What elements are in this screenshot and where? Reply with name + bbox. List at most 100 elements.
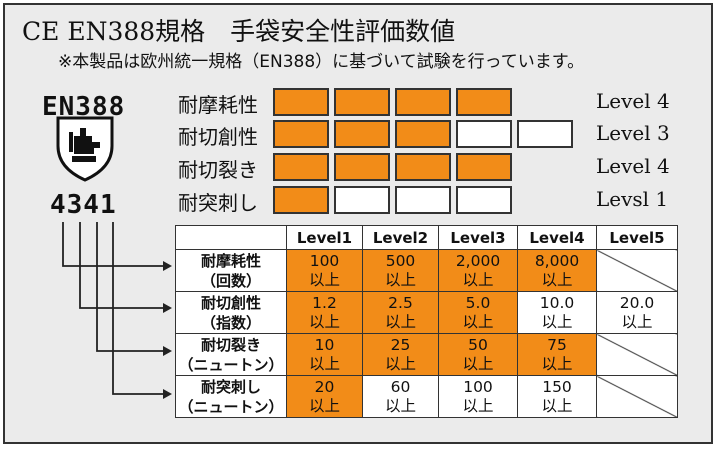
cell-suffix: 以上 — [384, 312, 416, 331]
row-header-text: 耐切創性 — [200, 293, 261, 312]
level-box-filled — [395, 88, 451, 116]
value-cell: 5.0 以上 — [438, 291, 518, 334]
rating-label: 耐摩耗性 — [178, 93, 258, 117]
table-header-row: Level1 Level2 Level3 Level4 Level5 — [175, 225, 678, 250]
level-box-filled — [395, 153, 451, 181]
table-row: 耐切創性 （指数） 1.2 以上 2.5 以上 5.0 以上 10.0 以上 20.0 以上 — [175, 291, 678, 334]
rating-code: 4341 — [50, 190, 117, 220]
table-row: 耐突刺し （ニュートン） 20 以上 60 以上 100 以上 150 以上 — [175, 375, 678, 418]
value-cell: 25 以上 — [362, 333, 439, 376]
cell-suffix: 以上 — [462, 270, 494, 289]
cell-value: 100 — [309, 251, 340, 270]
row-header: 耐切創性 （指数） — [175, 291, 287, 334]
level-box-filled — [273, 120, 329, 148]
cell-suffix: 以上 — [384, 396, 416, 415]
value-cell: 60 以上 — [362, 375, 439, 418]
value-cell: 20 以上 — [286, 375, 363, 418]
value-cell: 2,000 以上 — [438, 249, 518, 292]
level-text: Levsl 1 — [596, 187, 669, 211]
level-box-filled — [334, 120, 390, 148]
cell-suffix: 以上 — [541, 270, 573, 289]
cell-suffix: 以上 — [384, 270, 416, 289]
page-title: CE EN388規格 手袋安全性評価数値 — [22, 17, 456, 46]
value-cell: 1.2 以上 — [286, 291, 363, 334]
level-table: Level1 Level2 Level3 Level4 Level5 耐摩耗性（… — [175, 225, 678, 418]
cell-value: 20.0 — [619, 293, 655, 312]
level-box-filled — [273, 88, 329, 116]
level-box-empty — [395, 186, 451, 214]
cell-suffix: 以上 — [462, 312, 494, 331]
table-row: 耐摩耗性 （回数） 100 以上 500 以上 2,000 以上 8,000 以上 — [175, 249, 678, 292]
cell-suffix: 以上 — [541, 312, 573, 331]
row-header-text: （指数） — [200, 313, 261, 332]
row-header-text: （ニュートン） — [178, 397, 284, 416]
cell-suffix: 以上 — [384, 354, 416, 373]
cell-suffix: 以上 — [308, 312, 340, 331]
empty-cell — [596, 375, 678, 418]
table-header: Level3 — [438, 225, 518, 250]
cell-suffix: 以上 — [462, 396, 494, 415]
value-cell: 75 以上 — [517, 333, 597, 376]
level-box-empty — [456, 120, 512, 148]
row-header-text: 耐突刺し — [200, 377, 261, 396]
row-header-text: （ニュートン） — [178, 355, 284, 374]
level-box-empty — [334, 186, 390, 214]
row-header-text: 耐摩耗性 — [200, 251, 261, 270]
empty-cell — [596, 249, 678, 292]
level-text: Level 4 — [596, 89, 670, 113]
value-cell: 20.0 以上 — [596, 291, 678, 334]
cell-suffix: 以上 — [621, 312, 653, 331]
row-header: 耐摩耗性 （回数） — [175, 249, 287, 292]
value-cell: 500 以上 — [362, 249, 439, 292]
cell-value: 150 — [542, 377, 572, 396]
cell-suffix: 以上 — [308, 396, 340, 415]
shield-glove-icon — [56, 116, 114, 182]
rating-label: 耐切裂き — [178, 158, 258, 182]
cell-suffix: 以上 — [308, 354, 340, 373]
level-box-filled — [273, 153, 329, 181]
cell-value: 50 — [468, 335, 488, 354]
cell-value: 500 — [385, 251, 416, 270]
level-box-filled — [395, 120, 451, 148]
value-cell: 10.0 以上 — [517, 291, 597, 334]
table-corner — [175, 225, 287, 250]
level-box-empty — [456, 186, 512, 214]
table-header: Level5 — [596, 225, 678, 250]
table-header: Level1 — [286, 225, 363, 250]
row-header: 耐切裂き （ニュートン） — [175, 333, 287, 376]
value-cell: 10 以上 — [286, 333, 363, 376]
row-header-text: 耐切裂き — [200, 335, 261, 354]
cell-suffix: 以上 — [541, 354, 573, 373]
table-header: Level4 — [517, 225, 597, 250]
level-box-filled — [334, 153, 390, 181]
value-cell: 150 以上 — [517, 375, 597, 418]
table-row: 耐切裂き （ニュートン） 10 以上 25 以上 50 以上 75 以上 — [175, 333, 678, 376]
rating-label: 耐突刺し — [178, 191, 258, 215]
note-text: ※本製品は欧州統一規格（EN388）に基づいて試験を行っています。 — [58, 52, 585, 72]
cell-value: 100 — [463, 377, 493, 396]
cell-value: 10 — [314, 335, 335, 354]
cell-value: 2,000 — [455, 251, 501, 270]
rating-label: 耐切創性 — [178, 125, 258, 149]
level-box-filled — [456, 153, 512, 181]
row-header-text: （回数） — [200, 271, 261, 290]
level-text: Level 3 — [596, 121, 670, 145]
value-cell: 2.5 以上 — [362, 291, 439, 334]
row-header: 耐突刺し （ニュートン） — [175, 375, 287, 418]
cell-suffix: 以上 — [462, 354, 494, 373]
cell-value: 5.0 — [465, 293, 491, 312]
level-box-filled — [456, 88, 512, 116]
level-box-filled — [273, 186, 329, 214]
cell-value: 10.0 — [539, 293, 575, 312]
cell-value: 2.5 — [388, 293, 413, 312]
value-cell: 100 以上 — [438, 375, 518, 418]
value-cell: 50 以上 — [438, 333, 518, 376]
cell-value: 75 — [547, 335, 567, 354]
cell-value: 60 — [390, 377, 411, 396]
table-header: Level2 — [362, 225, 439, 250]
cell-value: 20 — [314, 377, 335, 396]
empty-cell — [596, 333, 678, 376]
level-box-filled — [334, 88, 390, 116]
level-box-empty — [517, 120, 573, 148]
